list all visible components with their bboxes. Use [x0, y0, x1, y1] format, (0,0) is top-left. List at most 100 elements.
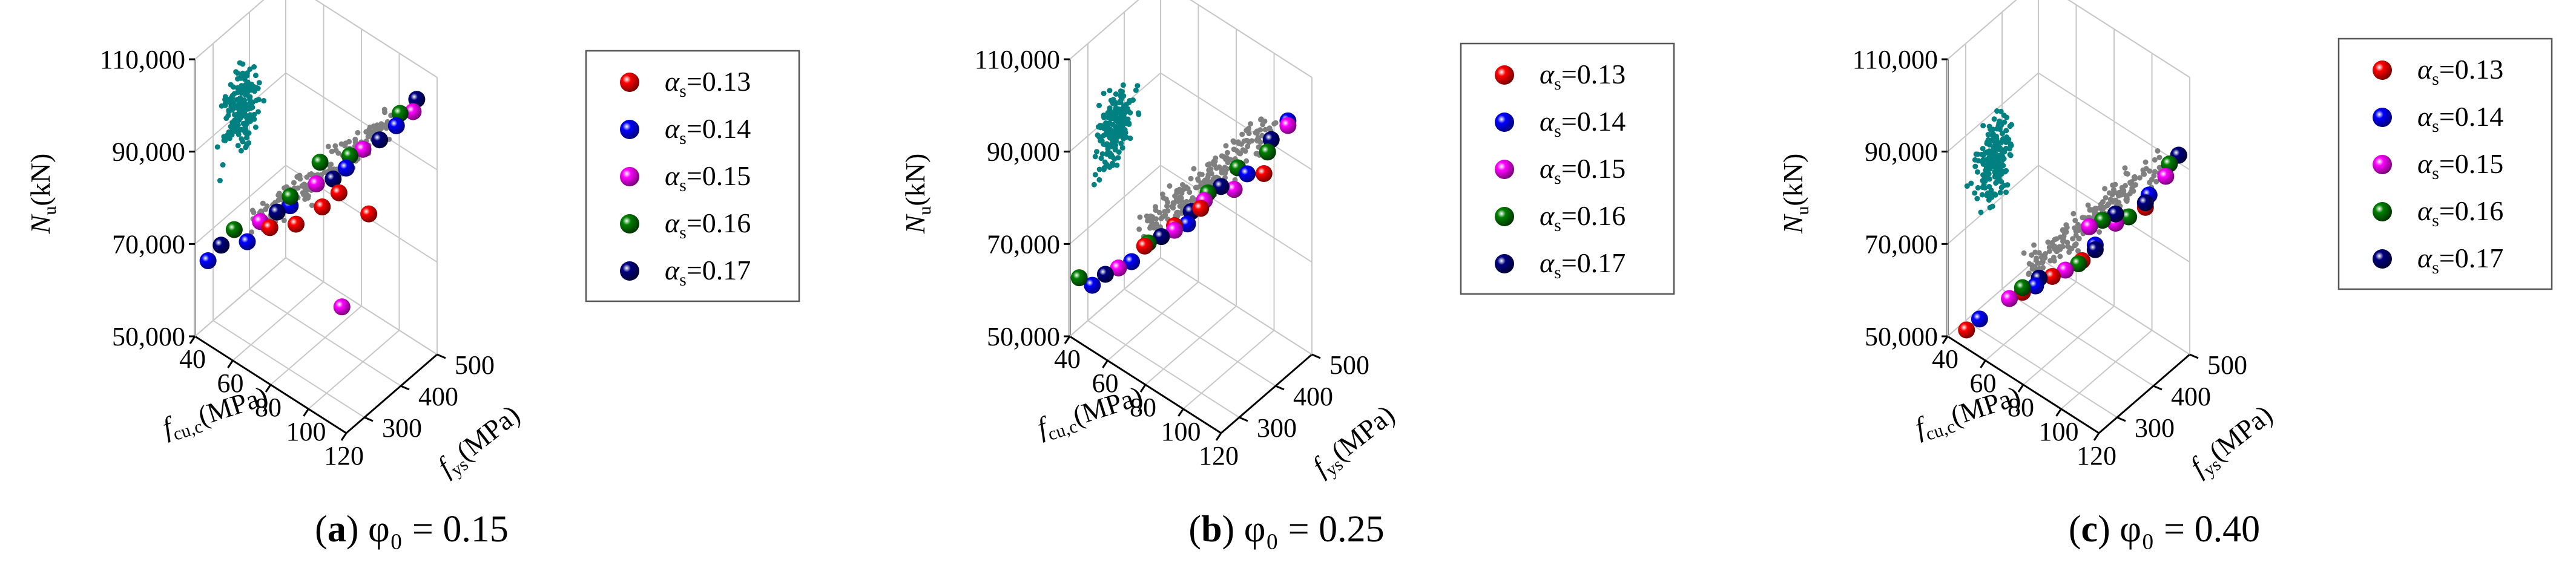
z-tick-label: 50,000	[112, 322, 185, 351]
y-tick	[400, 385, 410, 391]
projection-point-wall-fys	[1231, 139, 1237, 145]
projection-point-wall-fys	[2103, 195, 2109, 201]
projection-point-wall-fcu	[1980, 146, 1986, 152]
projection-point-wall-fys	[1242, 148, 1248, 154]
legend-marker	[2373, 202, 2392, 221]
projection-point-wall-fcu	[229, 132, 235, 138]
x-tick-label: 80	[255, 393, 282, 422]
projection-point-wall-fys	[300, 190, 306, 196]
projection-point-wall-fcu	[236, 117, 242, 123]
projection-point-wall-fys	[2123, 193, 2129, 199]
projection-point-wall-fcu	[1975, 151, 1981, 157]
caption-open-paren: (	[315, 509, 328, 550]
projection-point-wall-fys	[2060, 227, 2066, 233]
x-tick	[265, 384, 272, 393]
projection-point-wall-fcu	[239, 126, 245, 132]
projection-point-wall-fys	[2147, 180, 2153, 186]
projection-point-wall-fcu	[1994, 179, 2000, 185]
projection-point-wall-fcu	[2000, 150, 2006, 156]
projection-point-wall-fcu	[247, 66, 253, 72]
projection-point-wall-fcu	[243, 143, 249, 149]
projection-point-wall-fys	[1151, 225, 1157, 231]
z-axis-title-sub: u	[40, 206, 60, 215]
projection-point-wall-fys	[325, 143, 331, 149]
projection-point-wall-fys	[1176, 186, 1182, 192]
projection-point-wall-fys	[2107, 197, 2113, 203]
projection-point-wall-fys	[1212, 175, 1218, 181]
y-tick-label: 500	[2207, 350, 2247, 380]
projection-point-wall-fys	[1184, 198, 1190, 204]
legend-marker	[620, 120, 639, 139]
projection-point-wall-fcu	[1096, 166, 1102, 172]
projection-point-wall-fcu	[240, 112, 246, 118]
legend-subscript: s	[679, 128, 687, 148]
projection-point-wall-fcu	[1993, 153, 1999, 159]
projection-point-wall-fcu	[238, 75, 244, 81]
projection-point-wall-fys	[302, 196, 308, 202]
projection-point-wall-fcu	[1974, 169, 1980, 175]
x-tick	[1942, 336, 1949, 344]
z-axis-title: Nu(kN)	[1777, 154, 1813, 235]
legend-value: =0.17	[687, 255, 751, 286]
projection-point-wall-fys	[1144, 213, 1150, 219]
projection-point-wall-fcu	[1986, 197, 1992, 203]
projection-point-wall-fcu	[1984, 192, 1990, 198]
data-point-series-1	[1255, 165, 1273, 182]
projection-point-wall-fcu	[1112, 107, 1118, 113]
projection-point-wall-fys	[291, 180, 297, 186]
y-tick	[1275, 385, 1285, 391]
projection-point-wall-fcu	[1113, 117, 1119, 123]
projection-point-wall-fys	[263, 206, 269, 212]
legend-symbol: α	[665, 113, 680, 144]
legend-entry-label: αs=0.16	[1540, 200, 1626, 235]
projection-point-wall-fys	[338, 141, 344, 147]
legend-marker	[1495, 254, 1514, 273]
projection-point-wall-fys	[1246, 125, 1252, 131]
projection-point-wall-fcu	[1998, 108, 2004, 114]
data-point-series-5	[2086, 241, 2104, 258]
projection-point-wall-fcu	[1983, 165, 1989, 171]
x-tick	[1980, 360, 1986, 368]
projection-point-wall-fcu	[2007, 123, 2013, 129]
projection-point-wall-fcu	[1968, 180, 1974, 186]
projection-point-wall-fys	[1248, 121, 1254, 127]
projection-point-wall-fys	[2152, 157, 2158, 163]
projection-point-wall-fys	[297, 176, 303, 182]
projection-point-wall-fys	[1153, 207, 1159, 214]
projection-point-wall-fys	[2143, 166, 2149, 172]
projection-point-wall-fcu	[2007, 152, 2013, 158]
caption-text: φ₀ = 0.15	[358, 509, 508, 550]
projection-point-wall-fys	[2070, 211, 2077, 217]
projection-point-wall-fys	[2033, 257, 2039, 263]
data-point-series-4	[2014, 279, 2031, 296]
legend-subscript: s	[679, 175, 687, 195]
legend-symbol: α	[2417, 243, 2433, 273]
data-point-series-1	[360, 205, 378, 223]
legend-value: =0.13	[687, 66, 751, 97]
data-point-series-3	[308, 175, 325, 192]
projection-point-wall-fcu	[1980, 159, 1986, 165]
projection-point-wall-fcu	[237, 95, 243, 101]
projection-point-wall-fys	[249, 207, 255, 214]
projection-point-wall-fys	[309, 202, 315, 208]
legend-symbol: α	[1540, 247, 1555, 278]
legend-subscript: s	[1554, 74, 1561, 94]
z-axis-title-sub: u	[915, 206, 935, 215]
projection-point-wall-fcu	[1986, 142, 1992, 148]
z-axis-title-unit: (kN)	[900, 154, 931, 206]
data-point-series-3	[1279, 117, 1297, 134]
projection-point-wall-fcu	[1105, 125, 1111, 131]
data-point-series-3	[2001, 290, 2018, 307]
projection-point-wall-fcu	[240, 61, 246, 67]
legend-marker	[1495, 65, 1514, 85]
projection-point-wall-fcu	[1113, 91, 1119, 97]
x-tick-label: 100	[1161, 417, 1201, 446]
legend-marker	[620, 261, 639, 281]
projection-point-wall-fcu	[1974, 195, 1980, 201]
x-tick-label: 120	[1199, 441, 1239, 471]
legend-entry-label: αs=0.15	[2417, 148, 2503, 183]
projection-point-wall-fcu	[253, 97, 259, 103]
projection-point-wall-fys	[2152, 169, 2158, 175]
projection-point-wall-fys	[2155, 148, 2161, 154]
caption-letter: a	[328, 509, 346, 550]
